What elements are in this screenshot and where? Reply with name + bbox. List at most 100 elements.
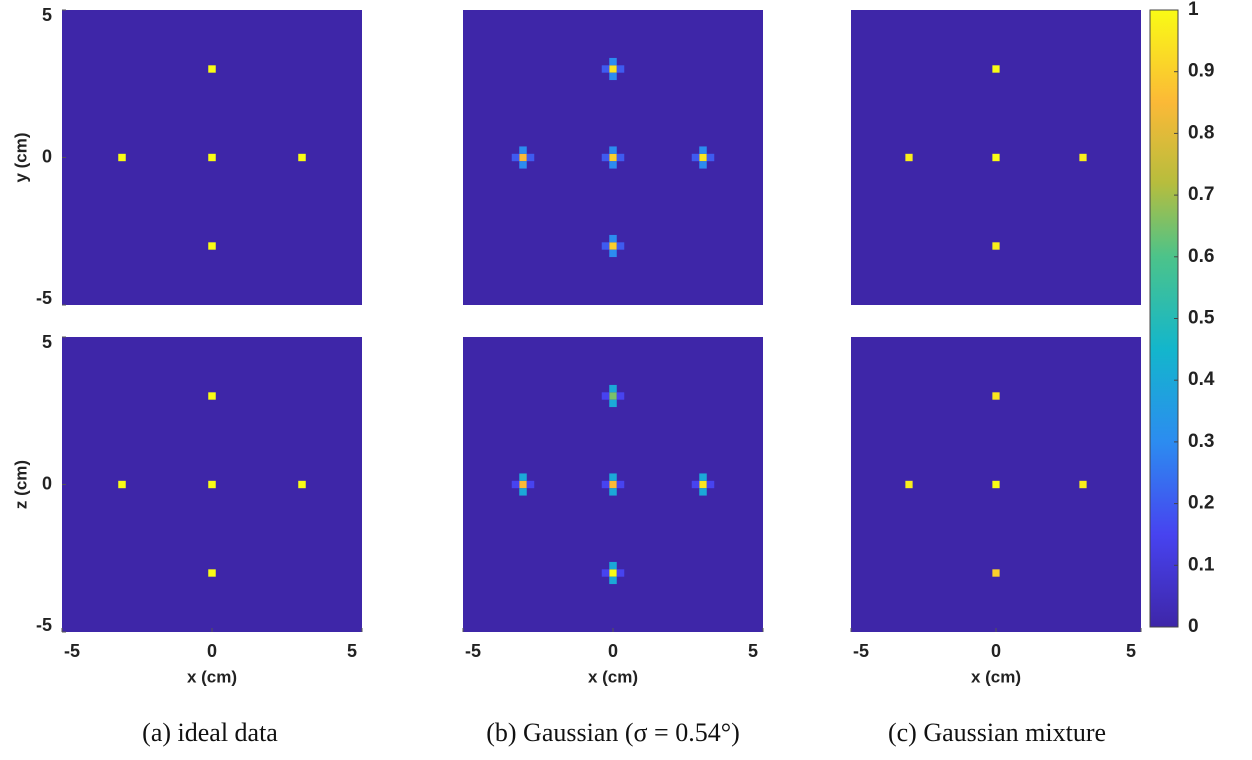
y-tick-label: 5 bbox=[42, 332, 52, 352]
heatmap-cell bbox=[519, 153, 527, 162]
heatmap-cell bbox=[601, 569, 610, 577]
x-tick-label: -5 bbox=[64, 641, 80, 661]
heatmap-cell bbox=[609, 384, 617, 393]
y-axis-label: z (cm) bbox=[11, 460, 30, 509]
heatmap-cell bbox=[609, 234, 617, 243]
heatmap-cell bbox=[691, 153, 700, 162]
heatmap-cell bbox=[691, 480, 700, 489]
y-tick-label: 5 bbox=[42, 5, 52, 25]
heatmap-cell bbox=[616, 153, 625, 162]
heatmap-cell bbox=[526, 153, 535, 162]
heatmap-cell bbox=[699, 146, 707, 154]
colorbar-tick-label: 0.1 bbox=[1188, 554, 1215, 575]
heatmap-cell bbox=[601, 242, 610, 250]
heatmap-cell bbox=[699, 480, 707, 489]
y-tick-label: 0 bbox=[42, 473, 52, 493]
heatmap-cell bbox=[298, 480, 306, 489]
colorbar-tick-label: 0.4 bbox=[1188, 369, 1215, 390]
x-tick-label: -5 bbox=[465, 641, 481, 661]
colorbar-tick-label: 0.6 bbox=[1188, 246, 1214, 267]
heatmap-cell bbox=[699, 473, 707, 481]
heatmap-cell bbox=[601, 65, 610, 73]
heatmap-cell bbox=[609, 57, 617, 66]
colorbar-tick-label: 0 bbox=[1188, 616, 1199, 637]
heatmap-cell bbox=[616, 480, 625, 489]
heatmap-cell bbox=[298, 153, 306, 162]
heatmap-cell bbox=[208, 392, 216, 400]
heatmap-cell bbox=[609, 488, 617, 496]
heatmap-cell bbox=[609, 161, 617, 169]
heatmap-cell bbox=[519, 488, 527, 496]
heatmap-cell bbox=[601, 480, 610, 489]
heatmap-cell bbox=[609, 249, 617, 258]
heatmap-cell bbox=[609, 569, 617, 577]
heatmap-cell bbox=[992, 480, 1000, 489]
heatmap-cell bbox=[118, 153, 126, 162]
x-tick-label: 0 bbox=[991, 641, 1001, 661]
x-axis-label: x (cm) bbox=[187, 667, 237, 686]
heatmap-cell bbox=[609, 480, 617, 489]
heatmap-cell bbox=[609, 242, 617, 250]
heatmap-cell bbox=[526, 480, 535, 489]
heatmap-cell bbox=[208, 569, 216, 577]
heatmap-cell bbox=[609, 399, 617, 408]
colorbar-tick-label: 0.8 bbox=[1188, 122, 1214, 143]
heatmap-cell bbox=[616, 392, 625, 400]
y-tick-label: -5 bbox=[36, 615, 52, 635]
y-axis-label: y (cm) bbox=[11, 132, 30, 182]
heatmap-cell bbox=[511, 153, 520, 162]
colorbar-tick-label: 0.9 bbox=[1188, 61, 1214, 82]
heatmap-cell bbox=[519, 480, 527, 489]
x-tick-label: 0 bbox=[207, 641, 217, 661]
heatmap-cell bbox=[616, 569, 625, 577]
colorbar bbox=[1149, 9, 1179, 628]
colorbar-tick-label: 0.5 bbox=[1188, 308, 1215, 329]
colorbar-tick-label: 0.3 bbox=[1188, 431, 1214, 452]
heatmap-cell bbox=[992, 392, 1000, 400]
caption: (b) Gaussian (σ = 0.54°) bbox=[486, 718, 740, 747]
heatmap-cell bbox=[905, 153, 913, 162]
heatmap-cell bbox=[208, 65, 216, 73]
x-tick-label: -5 bbox=[853, 641, 869, 661]
heatmap-cell bbox=[609, 65, 617, 73]
heatmap-cell bbox=[601, 392, 610, 400]
heatmap-cell bbox=[208, 242, 216, 250]
heatmap-cell bbox=[208, 480, 216, 489]
heatmap-cell bbox=[609, 473, 617, 481]
heatmap-cell bbox=[706, 480, 715, 489]
heatmap-cell bbox=[118, 480, 126, 489]
heatmap-cell bbox=[616, 65, 625, 73]
heatmap-cell bbox=[616, 242, 625, 250]
heatmap-cell bbox=[609, 576, 617, 585]
colorbar-tick-label: 0.7 bbox=[1188, 184, 1214, 205]
heatmap-cell bbox=[609, 146, 617, 154]
heatmap-cell bbox=[1079, 153, 1087, 162]
caption: (a) ideal data bbox=[142, 718, 278, 747]
heatmap-cell bbox=[699, 488, 707, 496]
x-tick-label: 0 bbox=[608, 641, 618, 661]
y-tick-label: 0 bbox=[42, 146, 52, 166]
heatmap-cell bbox=[511, 480, 520, 489]
heatmap-cell bbox=[706, 153, 715, 162]
colorbar-tick-label: 1 bbox=[1188, 0, 1199, 20]
heatmap-cell bbox=[519, 473, 527, 481]
colorbar-tick-label: 0.2 bbox=[1188, 493, 1214, 514]
heatmap-cell bbox=[609, 392, 617, 400]
heatmap-cell bbox=[992, 65, 1000, 73]
heatmap-cell bbox=[699, 161, 707, 169]
heatmap-cell bbox=[1079, 480, 1087, 489]
heatmap-cell bbox=[609, 153, 617, 162]
heatmap-cell bbox=[609, 72, 617, 81]
heatmap-cell bbox=[992, 153, 1000, 162]
caption: (c) Gaussian mixture bbox=[888, 718, 1106, 747]
x-tick-label: 5 bbox=[748, 641, 758, 661]
heatmap-cell bbox=[905, 480, 913, 489]
heatmap-cell bbox=[699, 153, 707, 162]
heatmap-cell bbox=[601, 153, 610, 162]
y-tick-label: -5 bbox=[36, 288, 52, 308]
heatmap-cell bbox=[208, 153, 216, 162]
x-axis-label: x (cm) bbox=[588, 667, 638, 686]
x-tick-label: 5 bbox=[1126, 641, 1136, 661]
x-axis-label: x (cm) bbox=[971, 667, 1021, 686]
heatmap-cell bbox=[992, 569, 1000, 577]
